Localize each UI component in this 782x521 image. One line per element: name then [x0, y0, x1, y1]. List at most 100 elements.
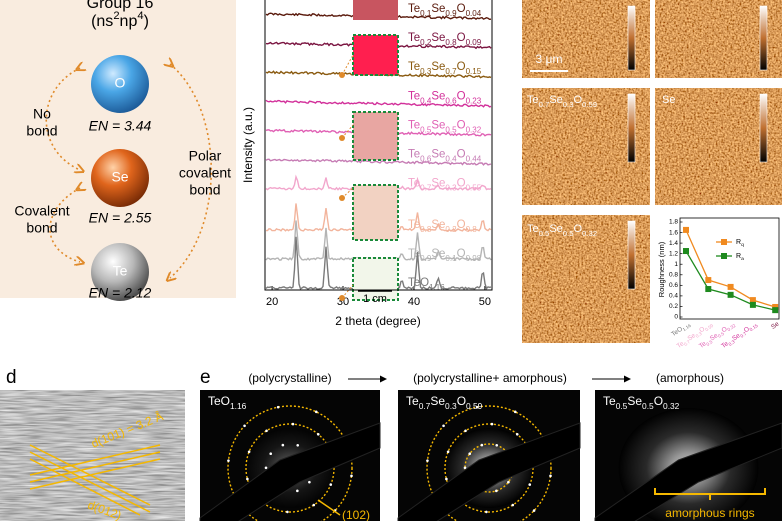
- connector: [341, 54, 354, 76]
- spot: [296, 443, 300, 447]
- spot: [276, 405, 280, 409]
- y-tick-label: 0.4: [669, 293, 678, 300]
- y-tick-label: 0.2: [669, 303, 678, 310]
- x-label: 2 theta (degree): [335, 314, 420, 328]
- dot: [339, 295, 345, 301]
- xrd-curve: [265, 70, 492, 79]
- y-label: Intensity (a.u.): [241, 107, 255, 183]
- marker: [772, 303, 779, 310]
- spot: [463, 466, 467, 470]
- spot: [329, 483, 333, 486]
- marker: [683, 226, 689, 233]
- y-tick-label: 0.8: [669, 271, 678, 278]
- symbol: Te: [113, 263, 128, 279]
- dot: [339, 72, 345, 78]
- x-tick-label: 20: [266, 296, 278, 308]
- connector: [341, 124, 354, 139]
- sample-photo: [352, 111, 399, 161]
- spot: [468, 452, 472, 455]
- y-tick-label: 1.2: [669, 250, 678, 257]
- y-label: Roughness (nm): [657, 241, 666, 297]
- sample-label: Te0.9Se0.1O0.98: [408, 248, 482, 263]
- beam-stop: [199, 422, 381, 521]
- spot: [464, 429, 467, 433]
- spot: [515, 432, 519, 436]
- marker: [705, 286, 712, 293]
- sphere-se: [91, 149, 149, 207]
- x-tick-label: 50: [479, 296, 491, 308]
- spot: [269, 452, 273, 455]
- spot: [312, 503, 316, 507]
- y-tick-label: 1.6: [669, 229, 678, 236]
- header: (polycrystalline+ amorphous): [413, 371, 567, 385]
- sphere-o: [91, 55, 149, 113]
- marker: [749, 301, 756, 308]
- chart-frame: [679, 217, 780, 320]
- spot: [247, 450, 251, 454]
- spot: [286, 510, 289, 514]
- saed-label: Te0.7Se0.3O0.59: [406, 394, 483, 411]
- ring: [227, 405, 353, 521]
- bond-label: No: [33, 106, 51, 122]
- x-tick-label: 40: [408, 296, 420, 308]
- spot: [495, 443, 499, 447]
- marker: [727, 283, 734, 290]
- beam-stop: [397, 422, 581, 521]
- spot: [227, 459, 230, 462]
- group-title: Group 16: [87, 0, 154, 12]
- dot: [339, 195, 345, 201]
- bond-label: bond: [26, 123, 57, 139]
- dot: [339, 135, 345, 141]
- bond-label: covalent: [179, 165, 231, 181]
- afm-label: Te0.7Se0.3O0.59: [527, 94, 597, 109]
- header: (amorphous): [656, 371, 724, 385]
- xrd-curve: [265, 158, 492, 166]
- spot: [316, 432, 320, 436]
- xrd-curve: [265, 99, 492, 108]
- x-tick-label: Te0.7Se0.3O0.59: [675, 320, 714, 351]
- y-tick-label: 1.4: [669, 240, 678, 247]
- color-bar: [627, 5, 636, 71]
- spot: [549, 474, 552, 478]
- spot: [291, 422, 295, 426]
- xrd-plot: 20 30 40 50Te0.1Se0.9O0.04Te0.2Se0.8O0.09Te…: [265, 0, 492, 308]
- color-bar: [627, 93, 636, 163]
- spot: [480, 443, 484, 447]
- sphere-te: [91, 243, 149, 301]
- sample-label: Te0.2Se0.8O0.09: [408, 32, 482, 47]
- spot: [513, 410, 517, 414]
- spot: [265, 429, 268, 433]
- color-bar: [627, 220, 636, 290]
- tem-image: [0, 390, 185, 521]
- afm-label: Te0.5Se0.5O0.32: [527, 223, 597, 238]
- spot: [475, 405, 479, 409]
- ring: [426, 405, 552, 521]
- x-tick-label: Te0.3Se0.7O0.15: [720, 320, 759, 351]
- y-tick-label: 1: [674, 261, 678, 268]
- spot: [532, 509, 536, 512]
- spot: [296, 489, 299, 493]
- panel-letter: d: [6, 367, 17, 388]
- saed-images: TeO1.16 Te0.7Se0.3O0.59 Te0.5Se0.5O0.32 (10…: [199, 390, 782, 521]
- plane-label: (102): [342, 508, 370, 521]
- formula: (ns2np4): [91, 10, 149, 30]
- spot: [507, 480, 510, 484]
- bond-label: Covalent: [14, 203, 69, 219]
- spot: [426, 459, 429, 462]
- scale-label: 1 cm: [363, 293, 387, 305]
- spot: [314, 410, 318, 414]
- legend-label: Rq: [736, 239, 744, 248]
- spot: [495, 489, 498, 493]
- spot: [281, 443, 285, 447]
- marker: [749, 297, 756, 304]
- spot: [445, 477, 448, 481]
- spot: [485, 510, 488, 514]
- chart-bg: [655, 215, 782, 343]
- x-tick-label: Te0.5Se0.5O0.32: [698, 320, 737, 351]
- sample-label: Te0.7Se0.3O0.55: [408, 178, 482, 193]
- sample-label: Te0.5Se0.5O0.32: [408, 119, 482, 134]
- en: EN = 2.12: [89, 285, 152, 301]
- sample-label: Te0.3Se0.7O0.15: [408, 61, 482, 76]
- bond-label: bond: [189, 182, 220, 198]
- x-tick-label: Se: [770, 320, 781, 331]
